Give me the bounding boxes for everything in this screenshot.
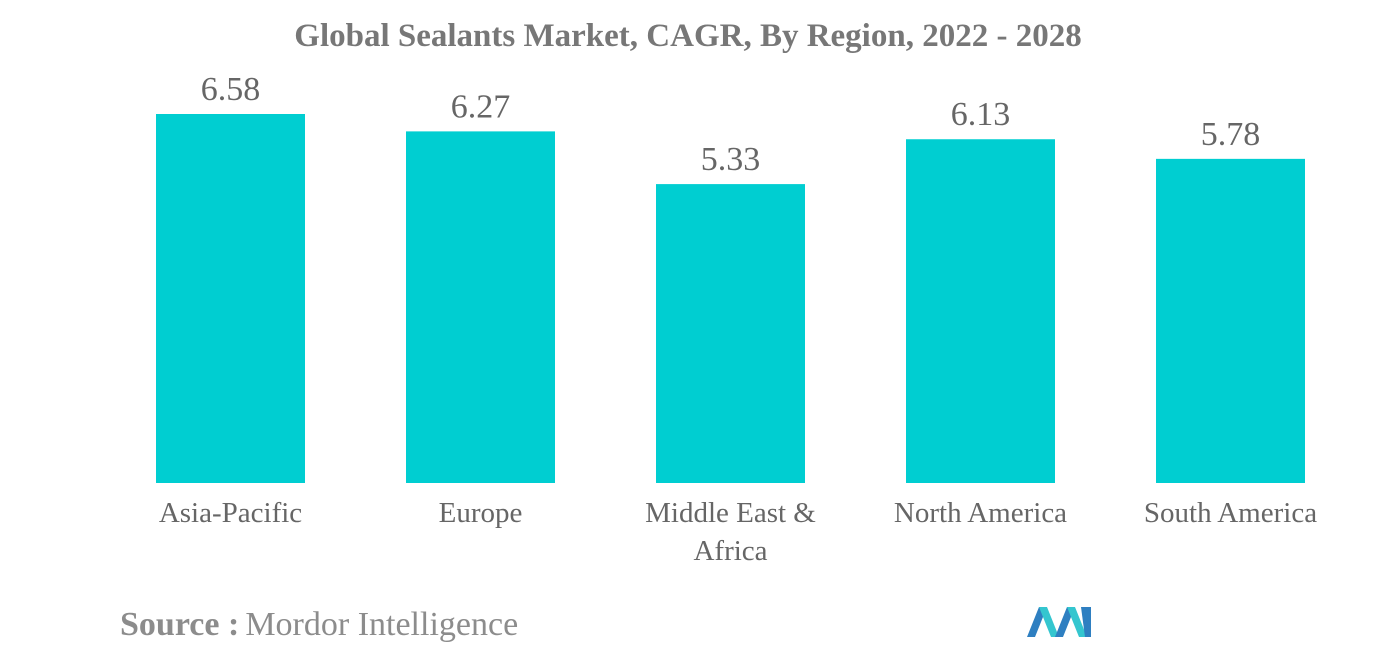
bar-3 <box>906 139 1055 483</box>
value-label-2: 5.33 <box>701 141 761 178</box>
category-label-2-line-0: Middle East & <box>645 497 816 529</box>
bar-chart: 6.58 6.27 5.33 6.13 5.78 Asia-Pacific Europe M… <box>156 71 1317 567</box>
source-label: Source : <box>120 606 240 643</box>
bar-1 <box>406 131 555 483</box>
bar-4 <box>1156 158 1305 483</box>
value-label-4: 5.78 <box>1201 116 1261 153</box>
value-label-3: 6.13 <box>951 96 1011 133</box>
source-note: Source : Mordor Intelligence <box>120 606 518 644</box>
value-label-1: 6.27 <box>451 88 511 125</box>
category-label-0: Asia-Pacific <box>159 497 302 529</box>
value-label-0: 6.58 <box>201 71 261 108</box>
bars-group <box>156 114 1305 483</box>
bar-0 <box>156 114 305 483</box>
source-value: Mordor Intelligence <box>245 606 519 643</box>
category-label-3: North America <box>894 497 1067 529</box>
category-label-4: South America <box>1144 497 1317 529</box>
mordor-intelligence-logo-icon <box>1027 607 1091 637</box>
category-label-2-line-1: Africa <box>693 535 767 567</box>
bar-2 <box>656 184 805 483</box>
category-labels-group: Asia-Pacific Europe Middle East & Africa Nor… <box>159 497 1317 567</box>
chart-title: Global Sealants Market, CAGR, By Region,… <box>294 18 1082 54</box>
value-labels-group: 6.58 6.27 5.33 6.13 5.78 <box>201 71 1261 178</box>
category-label-1: Europe <box>439 497 523 529</box>
